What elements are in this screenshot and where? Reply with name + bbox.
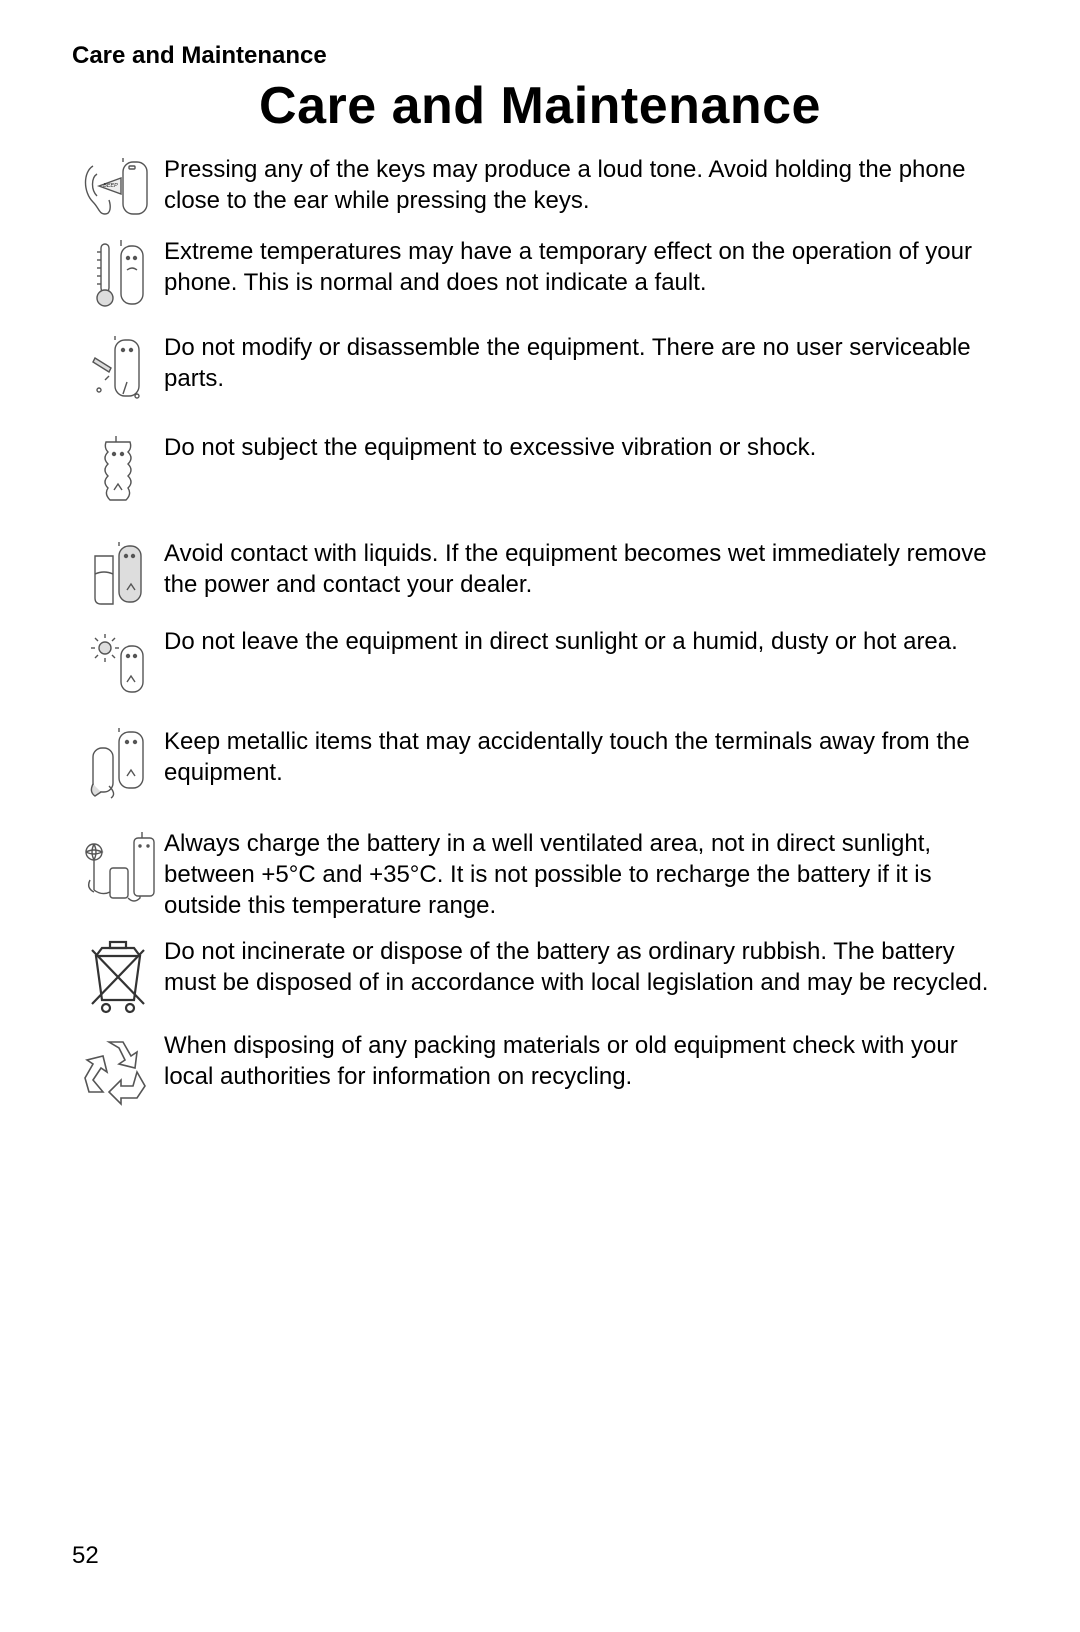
care-item: Do not modify or disassemble the equipme… bbox=[72, 332, 1008, 406]
section-header: Care and Maintenance bbox=[72, 42, 1008, 70]
temperature-icon bbox=[72, 236, 164, 318]
care-text: Do not incinerate or dispose of the batt… bbox=[164, 936, 1008, 998]
care-item: Extreme temperatures may have a temporar… bbox=[72, 236, 1008, 318]
care-text: Do not modify or disassemble the equipme… bbox=[164, 332, 1008, 394]
sunlight-icon bbox=[72, 626, 164, 700]
care-text: Do not leave the equipment in direct sun… bbox=[164, 626, 1008, 657]
care-text: Keep metallic items that may accidentall… bbox=[164, 726, 1008, 788]
care-item: Do not subject the equipment to excessiv… bbox=[72, 432, 1008, 512]
no-trash-icon bbox=[72, 936, 164, 1016]
disassemble-icon bbox=[72, 332, 164, 406]
care-text: Pressing any of the keys may produce a l… bbox=[164, 154, 1008, 216]
care-item: When disposing of any packing materials … bbox=[72, 1030, 1008, 1106]
ear-beep-icon: ᴮᴱᴱᴾ bbox=[72, 154, 164, 222]
metallic-icon bbox=[72, 726, 164, 802]
care-text: When disposing of any packing materials … bbox=[164, 1030, 1008, 1092]
care-item: Avoid contact with liquids. If the equip… bbox=[72, 538, 1008, 612]
care-text: Avoid contact with liquids. If the equip… bbox=[164, 538, 1008, 600]
care-text: Always charge the battery in a well vent… bbox=[164, 828, 1008, 922]
page: Care and Maintenance Care and Maintenanc… bbox=[0, 0, 1080, 1632]
recycle-icon bbox=[72, 1030, 164, 1106]
vibration-icon bbox=[72, 432, 164, 512]
care-text: Extreme temperatures may have a temporar… bbox=[164, 236, 1008, 298]
page-title: Care and Maintenance bbox=[72, 76, 1008, 136]
page-number: 52 bbox=[72, 1542, 99, 1570]
care-text: Do not subject the equipment to excessiv… bbox=[164, 432, 1008, 463]
charging-icon bbox=[72, 828, 164, 914]
liquid-icon bbox=[72, 538, 164, 612]
svg-text:ᴮᴱᴱᴾ: ᴮᴱᴱᴾ bbox=[103, 182, 118, 191]
care-item: Do not incinerate or dispose of the batt… bbox=[72, 936, 1008, 1016]
care-item: ᴮᴱᴱᴾ Pressing any of the keys may produc… bbox=[72, 154, 1008, 222]
care-item: Do not leave the equipment in direct sun… bbox=[72, 626, 1008, 700]
care-item: Keep metallic items that may accidentall… bbox=[72, 726, 1008, 802]
care-items: ᴮᴱᴱᴾ Pressing any of the keys may produc… bbox=[72, 154, 1008, 1120]
care-item: Always charge the battery in a well vent… bbox=[72, 828, 1008, 922]
